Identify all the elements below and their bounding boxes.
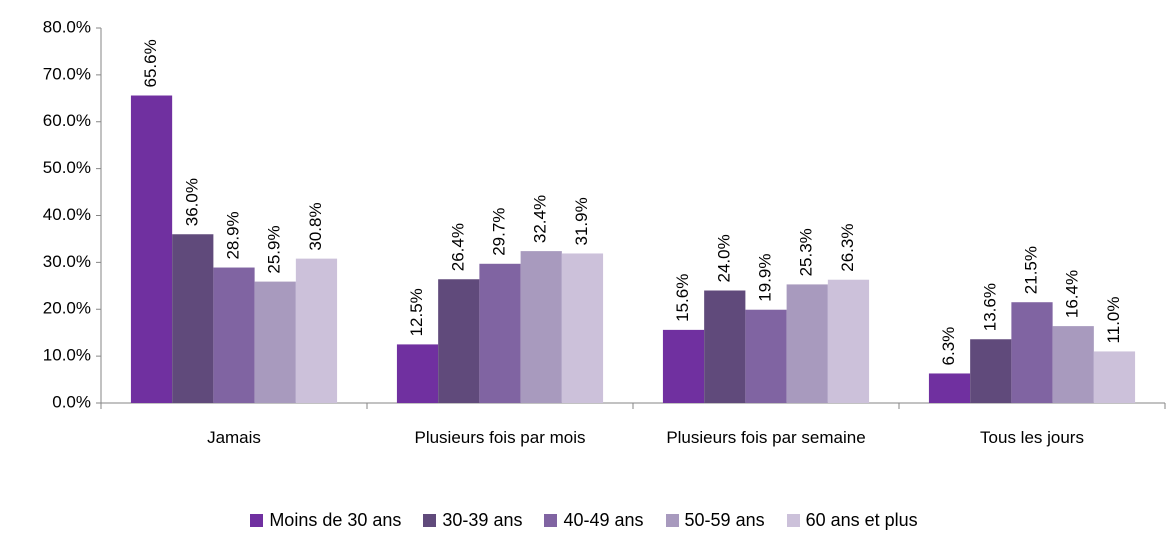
bar <box>561 253 604 403</box>
legend-item: 50-59 ans <box>665 510 765 531</box>
y-tick-label: 50.0% <box>43 158 91 177</box>
bar <box>786 284 828 403</box>
y-tick-label: 30.0% <box>43 252 91 271</box>
x-tick-label: Plusieurs fois par semaine <box>666 428 866 447</box>
legend-label: 60 ans et plus <box>805 510 918 530</box>
bar <box>254 281 296 403</box>
x-tick-label: Jamais <box>207 428 261 447</box>
bar <box>1011 302 1053 403</box>
legend-label: 40-49 ans <box>563 510 644 530</box>
legend-label: 30-39 ans <box>442 510 523 530</box>
legend-label: Moins de 30 ans <box>269 510 402 530</box>
value-label: 26.3% <box>838 224 857 272</box>
legend-item: 40-49 ans <box>544 510 644 531</box>
y-tick-label: 70.0% <box>43 64 91 83</box>
y-tick-label: 80.0% <box>43 17 91 36</box>
value-label: 19.9% <box>755 254 774 302</box>
bar <box>928 373 971 403</box>
value-label: 21.5% <box>1021 246 1040 294</box>
value-label: 13.6% <box>980 283 999 331</box>
value-label: 11.0% <box>1104 296 1123 343</box>
value-label: 28.9% <box>223 211 242 259</box>
y-tick-label: 0.0% <box>52 392 91 411</box>
legend: Moins de 30 ans 30-39 ans 40-49 ans 50-59 a… <box>0 510 1168 531</box>
y-tick-label: 20.0% <box>43 299 91 318</box>
value-label: 16.4% <box>1063 270 1082 318</box>
legend-label: 50-59 ans <box>684 510 765 530</box>
x-tick-label: Plusieurs fois par mois <box>414 428 586 447</box>
bar <box>295 258 338 403</box>
bar <box>213 267 255 403</box>
bar <box>1052 326 1094 403</box>
legend-swatch <box>544 514 558 527</box>
legend-swatch <box>423 514 437 527</box>
y-tick-label: 40.0% <box>43 205 91 224</box>
value-label: 24.0% <box>714 234 733 282</box>
value-label: 30.8% <box>306 202 325 250</box>
value-label: 25.3% <box>797 228 816 276</box>
y-tick-label: 60.0% <box>43 111 91 130</box>
legend-item: 30-39 ans <box>423 510 522 531</box>
bar <box>662 329 705 403</box>
y-tick-label: 10.0% <box>43 346 91 365</box>
bar <box>970 339 1012 403</box>
legend-item: 60 ans et plus <box>786 510 918 531</box>
value-label: 31.9% <box>572 197 591 245</box>
bar <box>438 279 480 403</box>
bar <box>520 251 562 403</box>
value-label: 15.6% <box>673 274 692 322</box>
value-label: 32.4% <box>531 195 550 243</box>
bar <box>745 309 787 403</box>
bar <box>1093 351 1136 403</box>
bar <box>479 263 521 403</box>
value-label: 29.7% <box>489 208 508 256</box>
bar <box>704 290 746 403</box>
bar <box>130 95 173 403</box>
value-label: 12.5% <box>407 288 426 336</box>
legend-item: Moins de 30 ans <box>250 510 401 531</box>
legend-swatch <box>665 514 679 527</box>
value-label: 36.0% <box>182 178 201 226</box>
bar <box>172 234 214 403</box>
value-label: 26.4% <box>448 223 467 271</box>
legend-swatch <box>250 514 264 527</box>
bar <box>396 344 439 403</box>
value-label: 6.3% <box>939 327 958 366</box>
legend-swatch <box>786 514 800 527</box>
value-label: 65.6% <box>141 39 160 87</box>
x-tick-label: Tous les jours <box>980 428 1084 447</box>
bar <box>827 279 870 403</box>
value-label: 25.9% <box>265 225 284 273</box>
